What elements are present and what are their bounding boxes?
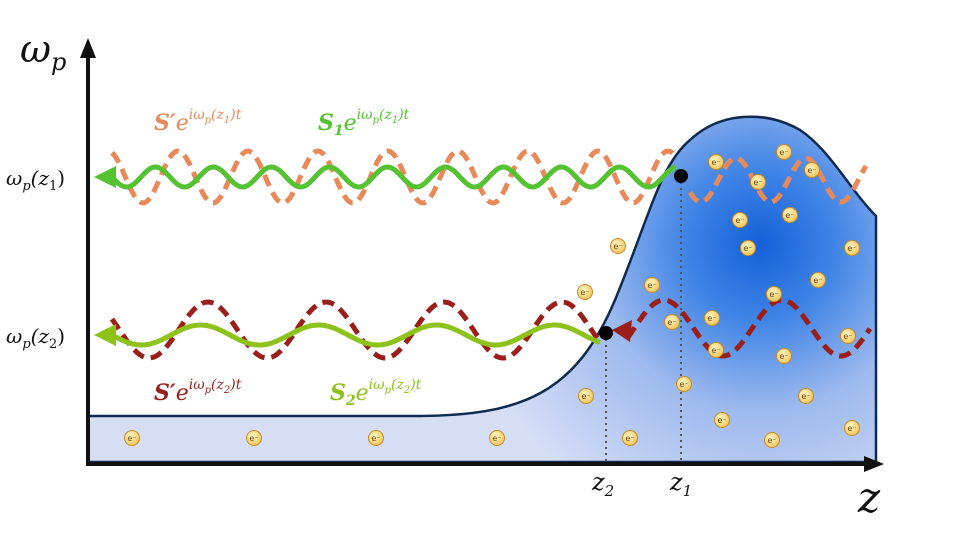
red-dashed-wave-z2-plasma (625, 297, 873, 359)
electron: e⁻ (610, 238, 626, 254)
orange-dashed-wave-z1-plasma (687, 155, 869, 205)
electron: e⁻ (644, 277, 660, 293)
svg-text:e⁻: e⁻ (679, 380, 688, 389)
electron: e⁻ (124, 430, 140, 446)
svg-text:e⁻: e⁻ (667, 318, 676, 327)
svg-text:e⁻: e⁻ (625, 434, 634, 443)
lime-arrowhead-z2 (94, 324, 116, 346)
x-tick-z2: z2 (591, 468, 614, 500)
electron: e⁻ (368, 430, 384, 446)
label-s2-z2: S2eiωp(z2)t (330, 377, 422, 409)
svg-text:e⁻: e⁻ (492, 434, 501, 443)
x-tick-z1: z1 (669, 468, 692, 500)
svg-text:e⁻: e⁻ (847, 244, 856, 253)
svg-text:e⁻: e⁻ (735, 216, 744, 225)
svg-text:e⁻: e⁻ (647, 281, 656, 290)
svg-text:e⁻: e⁻ (717, 416, 726, 425)
orange-dashed-wave-z1 (110, 148, 679, 206)
electron: e⁻ (782, 207, 798, 223)
label-s-prime-z2: S′eiωp(z2)t (154, 377, 242, 406)
reflection-point-z2 (599, 326, 613, 340)
green-arrowhead-z1 (94, 166, 116, 188)
electron: e⁻ (844, 420, 860, 436)
electron: e⁻ (578, 388, 594, 404)
y-tick-omega-z2: ωp(z2) (6, 324, 65, 352)
x-axis-label: z (857, 473, 881, 522)
electron: e⁻ (776, 144, 792, 160)
svg-text:e⁻: e⁻ (580, 288, 589, 297)
svg-text:e⁻: e⁻ (711, 346, 720, 355)
svg-text:e⁻: e⁻ (767, 436, 776, 445)
electron: e⁻ (776, 348, 792, 364)
electron: e⁻ (664, 314, 680, 330)
electron: e⁻ (766, 286, 782, 302)
lime-wave-z2 (110, 322, 601, 348)
y-tick-omega-z1: ωp(z1) (6, 166, 65, 194)
electron: e⁻ (798, 388, 814, 404)
red-arrowhead-z2 (612, 320, 632, 342)
electron: e⁻ (714, 412, 730, 428)
svg-text:e⁻: e⁻ (753, 178, 762, 187)
electron: e⁻ (708, 342, 724, 358)
electron: e⁻ (622, 430, 638, 446)
svg-text:e⁻: e⁻ (813, 276, 822, 285)
svg-text:e⁻: e⁻ (613, 242, 622, 251)
svg-text:e⁻: e⁻ (769, 290, 778, 299)
green-wave-z1 (110, 164, 677, 190)
reflection-point-z1 (674, 169, 688, 183)
electron: e⁻ (844, 240, 860, 256)
plasma-density-region (86, 115, 878, 464)
svg-text:e⁻: e⁻ (847, 424, 856, 433)
svg-text:e⁻: e⁻ (581, 392, 590, 401)
y-axis-label: ωp (20, 27, 66, 76)
svg-text:e⁻: e⁻ (801, 392, 810, 401)
svg-text:e⁻: e⁻ (785, 211, 794, 220)
svg-text:e⁻: e⁻ (807, 166, 816, 175)
red-dashed-wave-z2 (109, 299, 603, 361)
label-s1-z1: S1eiωp(z1)t (318, 107, 410, 139)
electron: e⁻ (750, 174, 766, 190)
electron: e⁻ (840, 328, 856, 344)
svg-text:e⁻: e⁻ (779, 148, 788, 157)
electron: e⁻ (764, 432, 780, 448)
electrons-group: e⁻ e⁻ e⁻ e⁻ e⁻ e⁻ e⁻ e⁻ e⁻ e⁻ e⁻ e⁻ e⁻ e⁻ e⁻ e⁻ e⁻ e⁻ e⁻ e⁻… (124, 144, 860, 448)
svg-text:e⁻: e⁻ (371, 434, 380, 443)
electron: e⁻ (708, 154, 724, 170)
svg-text:e⁻: e⁻ (249, 434, 258, 443)
electron: e⁻ (577, 284, 593, 300)
electron: e⁻ (704, 310, 720, 326)
electron: e⁻ (246, 430, 262, 446)
svg-text:e⁻: e⁻ (743, 244, 752, 253)
electron: e⁻ (676, 376, 692, 392)
x-axis-arrow (864, 456, 884, 472)
electron: e⁻ (740, 240, 756, 256)
electron: e⁻ (732, 212, 748, 228)
svg-text:e⁻: e⁻ (711, 158, 720, 167)
label-s-prime-z1: S′eiωp(z1)t (154, 107, 242, 136)
electron: e⁻ (489, 430, 505, 446)
svg-text:e⁻: e⁻ (843, 332, 852, 341)
svg-text:e⁻: e⁻ (127, 434, 136, 443)
electron: e⁻ (810, 272, 826, 288)
svg-text:e⁻: e⁻ (707, 314, 716, 323)
electron: e⁻ (804, 162, 820, 178)
svg-text:e⁻: e⁻ (779, 352, 788, 361)
y-axis-arrow (80, 38, 96, 58)
